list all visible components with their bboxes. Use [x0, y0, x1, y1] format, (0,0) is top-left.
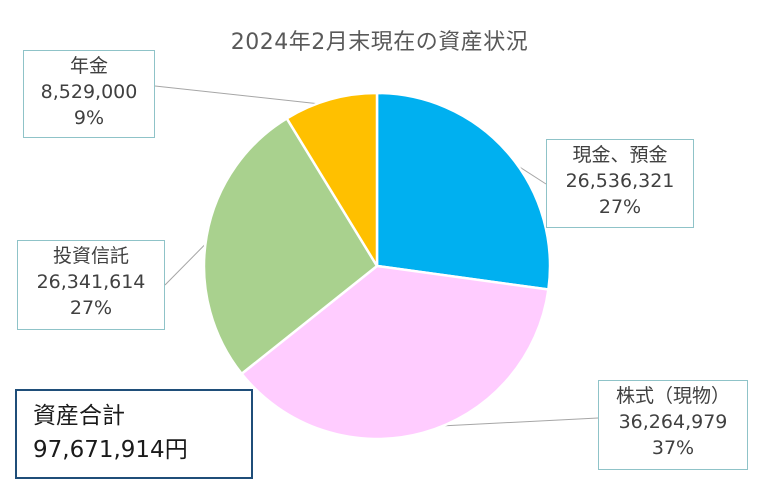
data-label-cash-deposits: 現金、預金 26,536,321 27%	[546, 139, 694, 228]
slice-value: 8,529,000	[40, 81, 138, 103]
slice-percent: 27%	[598, 196, 642, 218]
total-value: 97,671,914円	[33, 437, 188, 463]
data-label-stocks: 株式（現物） 36,264,979 37%	[598, 380, 748, 470]
chart-title: 2024年2月末現在の資産状況	[230, 30, 529, 55]
leader-line	[421, 417, 599, 428]
slice-label: 年金	[69, 55, 108, 77]
slice-value: 36,264,979	[618, 411, 728, 433]
total-assets-box: 資産合計 97,671,914円	[15, 389, 253, 479]
slice-investment-trusts	[202, 117, 379, 376]
slice-label: 現金、預金	[572, 144, 668, 166]
slice-percent: 27%	[69, 297, 113, 319]
leader-line	[154, 85, 332, 106]
slice-label: 株式（現物）	[615, 385, 730, 407]
slice-stocks	[240, 264, 550, 441]
data-label-pension: 年金 8,529,000 9%	[23, 50, 155, 138]
slice-value: 26,341,614	[36, 271, 146, 293]
slice-pension	[285, 91, 379, 268]
slice-percent: 9%	[73, 107, 105, 129]
slice-value: 26,536,321	[565, 170, 675, 192]
data-label-investment-trusts: 投資信託 26,341,614 27%	[17, 240, 165, 330]
slice-percent: 37%	[651, 437, 695, 459]
total-label: 資産合計	[33, 403, 125, 429]
slice-label: 投資信託	[52, 245, 129, 267]
slice-cash-deposits	[375, 91, 552, 291]
